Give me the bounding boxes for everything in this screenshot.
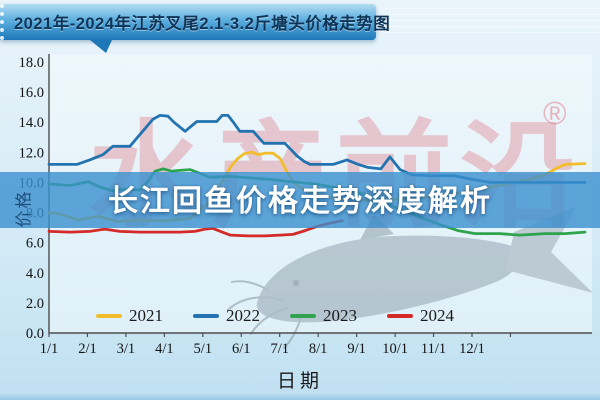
x-tick-label: 5/1: [194, 341, 213, 357]
x-tick-label: 6/1: [232, 341, 251, 357]
chart-title-banner: 2021年-2024年江苏叉尾2.1-3.2斤塘头价格走势图: [0, 4, 390, 53]
x-tick-label: 11/1: [421, 341, 446, 357]
legend-swatch-2023: [290, 314, 316, 318]
chart-legend: 2021 2022 2023 2024: [96, 306, 454, 326]
x-axis-title: 日期: [276, 371, 323, 392]
series-line-2022: [47, 114, 587, 184]
registered-mark-icon: ®: [543, 95, 567, 131]
y-tick-label: 12.0: [19, 145, 44, 161]
y-tick-label: 6.0: [26, 236, 44, 252]
legend-swatch-2024: [387, 314, 413, 318]
x-tick-label: 2/1: [78, 341, 97, 357]
legend-label: 2024: [420, 306, 454, 325]
x-tick-label: 9/1: [347, 341, 366, 357]
headline-band: [0, 172, 600, 228]
x-tick-label: 1/1: [40, 341, 59, 357]
legend-swatch-2021: [96, 314, 122, 318]
y-tick-label: 4.0: [26, 266, 44, 282]
x-tick-label: 3/1: [117, 341, 136, 357]
legend-item-2022: 2022: [193, 306, 260, 326]
y-tick-label: 16.0: [19, 85, 44, 101]
legend-label: 2023: [323, 306, 357, 325]
overlay-headline: 长江回鱼价格走势深度解析: [108, 185, 492, 218]
decor-ruled-lines: [385, 8, 600, 38]
legend-label: 2021: [129, 306, 163, 325]
legend-label: 2022: [226, 306, 260, 325]
series-line-2024: [47, 219, 344, 238]
y-axis-title: 价格: [14, 189, 34, 228]
x-tick-label: 8/1: [309, 341, 328, 357]
y-tick-label: 18.0: [19, 55, 44, 71]
x-tick-label: 12/1: [459, 341, 485, 357]
x-tick-label: 4/1: [155, 341, 174, 357]
y-tick-label: 14.0: [19, 115, 44, 131]
y-tick-label: 2.0: [26, 296, 44, 312]
legend-item-2024: 2024: [387, 306, 454, 326]
legend-item-2021: 2021: [96, 306, 163, 326]
x-tick-label: 10/1: [382, 341, 408, 357]
legend-item-2023: 2023: [290, 306, 357, 326]
x-tick-label: 7/1: [270, 341, 289, 357]
y-tick-label: 0.0: [26, 326, 44, 342]
legend-swatch-2022: [193, 314, 219, 318]
page-title: 2021年-2024年江苏叉尾2.1-3.2斤塘头价格走势图: [14, 15, 391, 33]
bottom-gradient-bar: [0, 393, 600, 400]
